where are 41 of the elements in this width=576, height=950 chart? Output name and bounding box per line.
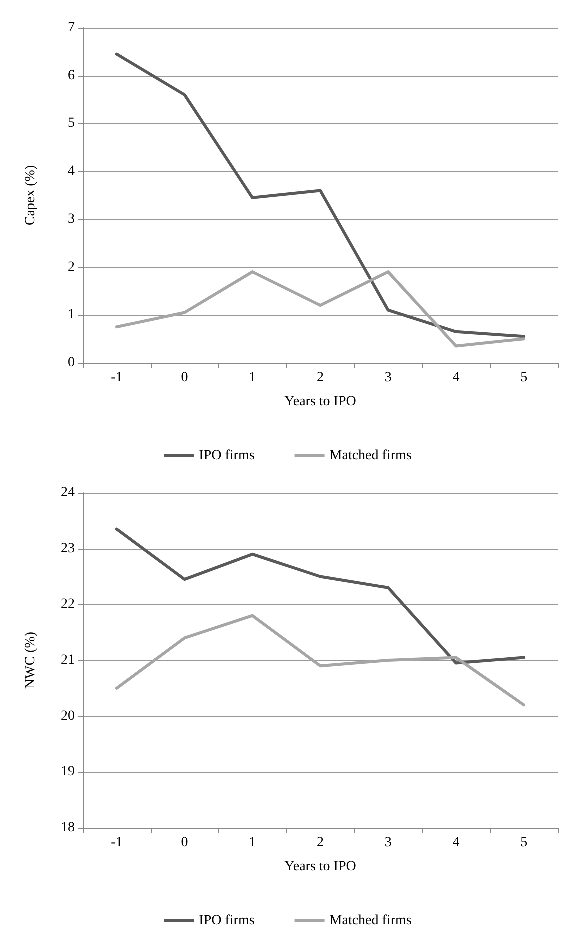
line-series xyxy=(115,614,526,707)
y-tick-label: 22 xyxy=(61,597,75,612)
x-tick-label: -1 xyxy=(111,836,123,850)
y-tick-label: 4 xyxy=(68,164,75,180)
line-series xyxy=(115,528,526,665)
y-tick-label: 0 xyxy=(68,356,75,370)
legend-label: IPO firms xyxy=(199,448,255,464)
y-tick-label: 18 xyxy=(61,820,75,836)
y-tick-label: 23 xyxy=(61,541,75,556)
x-tick-label: 3 xyxy=(384,836,392,850)
y-axis-title: NWC (%) xyxy=(24,632,38,690)
x-tick-label: 0 xyxy=(181,370,188,386)
x-axis-title: Years to IPO xyxy=(284,860,356,874)
legend-label: IPO firms xyxy=(199,914,255,928)
y-tick-label: 24 xyxy=(61,486,75,500)
line-series xyxy=(115,270,526,348)
y-tick-label: 19 xyxy=(61,764,75,780)
x-tick-label: 1 xyxy=(249,370,256,386)
y-tick-label: 7 xyxy=(68,20,75,36)
x-tick-label: 0 xyxy=(181,836,188,850)
y-tick-label: 3 xyxy=(68,212,75,227)
x-tick-label: 5 xyxy=(520,836,528,850)
x-tick-label: 1 xyxy=(249,836,256,850)
x-tick-label: 2 xyxy=(317,370,324,386)
x-tick-label: -1 xyxy=(111,370,123,386)
y-tick-label: 6 xyxy=(68,68,75,84)
y-tick-label: 20 xyxy=(61,708,75,724)
legend-label: Matched firms xyxy=(330,914,412,928)
y-axis-title: Capex (%) xyxy=(24,165,38,226)
x-axis-title: Years to IPO xyxy=(284,394,356,410)
y-tick-label: 5 xyxy=(68,116,75,132)
y-tick-label: 1 xyxy=(68,308,75,323)
x-tick-label: 5 xyxy=(520,370,528,386)
line-series xyxy=(115,52,526,338)
x-tick-label: 3 xyxy=(384,370,392,386)
x-tick-label: 4 xyxy=(452,836,460,850)
legend-label: Matched firms xyxy=(330,448,412,464)
x-tick-label: 4 xyxy=(452,370,460,386)
y-tick-label: 21 xyxy=(61,653,75,668)
y-tick-label: 2 xyxy=(68,260,75,275)
x-tick-label: 2 xyxy=(317,836,324,850)
